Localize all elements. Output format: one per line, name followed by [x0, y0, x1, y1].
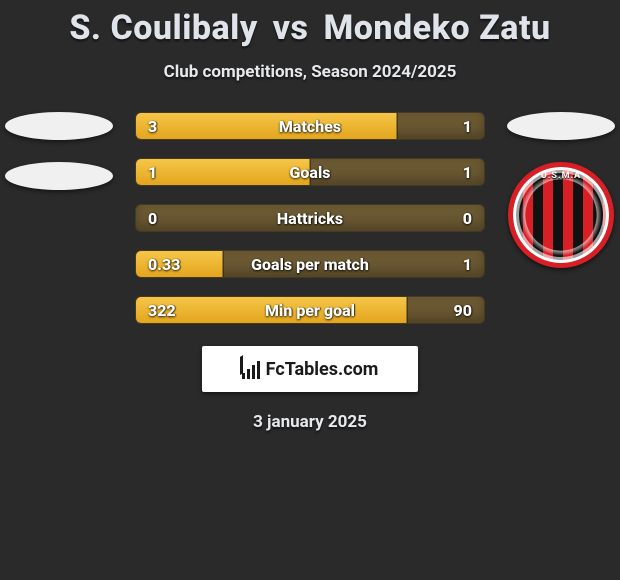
brand-text: FcTables.com	[266, 359, 379, 380]
stat-value-right: 1	[463, 159, 472, 185]
stat-row: 322Min per goal90	[135, 296, 485, 324]
brand-badge[interactable]: FcTables.com	[202, 346, 418, 392]
page-title: S. Coulibaly vs Mondeko Zatu	[0, 8, 620, 48]
stat-label: Goals	[136, 159, 484, 185]
stat-row: 1Goals1	[135, 158, 485, 186]
title-vs: vs	[273, 8, 309, 48]
title-player1: S. Coulibaly	[69, 8, 257, 48]
player1-badge-placeholder	[5, 162, 113, 190]
stat-label: Hattricks	[136, 205, 484, 231]
stat-row: 0.33Goals per match1	[135, 250, 485, 278]
stat-value-right: 0	[463, 205, 472, 231]
stat-value-right: 1	[463, 251, 472, 277]
stat-value-right: 90	[454, 297, 472, 323]
stat-row: 3Matches1	[135, 112, 485, 140]
stat-label: Min per goal	[136, 297, 484, 323]
crest-label: U.S.M.A	[513, 171, 609, 181]
subtitle: Club competitions, Season 2024/2025	[0, 62, 620, 82]
date-text: 3 january 2025	[0, 412, 620, 432]
brand-chart-icon	[242, 359, 260, 379]
usma-crest-icon: U.S.M.A	[508, 162, 614, 268]
comparison-chart: U.S.M.A 3Matches11Goals10Hattricks00.33G…	[0, 112, 620, 324]
right-badges: U.S.M.A	[506, 112, 616, 268]
title-player2: Mondeko Zatu	[323, 8, 550, 48]
player2-badge-placeholder	[507, 112, 615, 140]
left-badges	[4, 112, 114, 190]
stat-row: 0Hattricks0	[135, 204, 485, 232]
player1-badge-placeholder	[5, 112, 113, 140]
stat-label: Goals per match	[136, 251, 484, 277]
stat-label: Matches	[136, 113, 484, 139]
stat-rows: 3Matches11Goals10Hattricks00.33Goals per…	[135, 112, 485, 324]
stat-value-right: 1	[463, 113, 472, 139]
